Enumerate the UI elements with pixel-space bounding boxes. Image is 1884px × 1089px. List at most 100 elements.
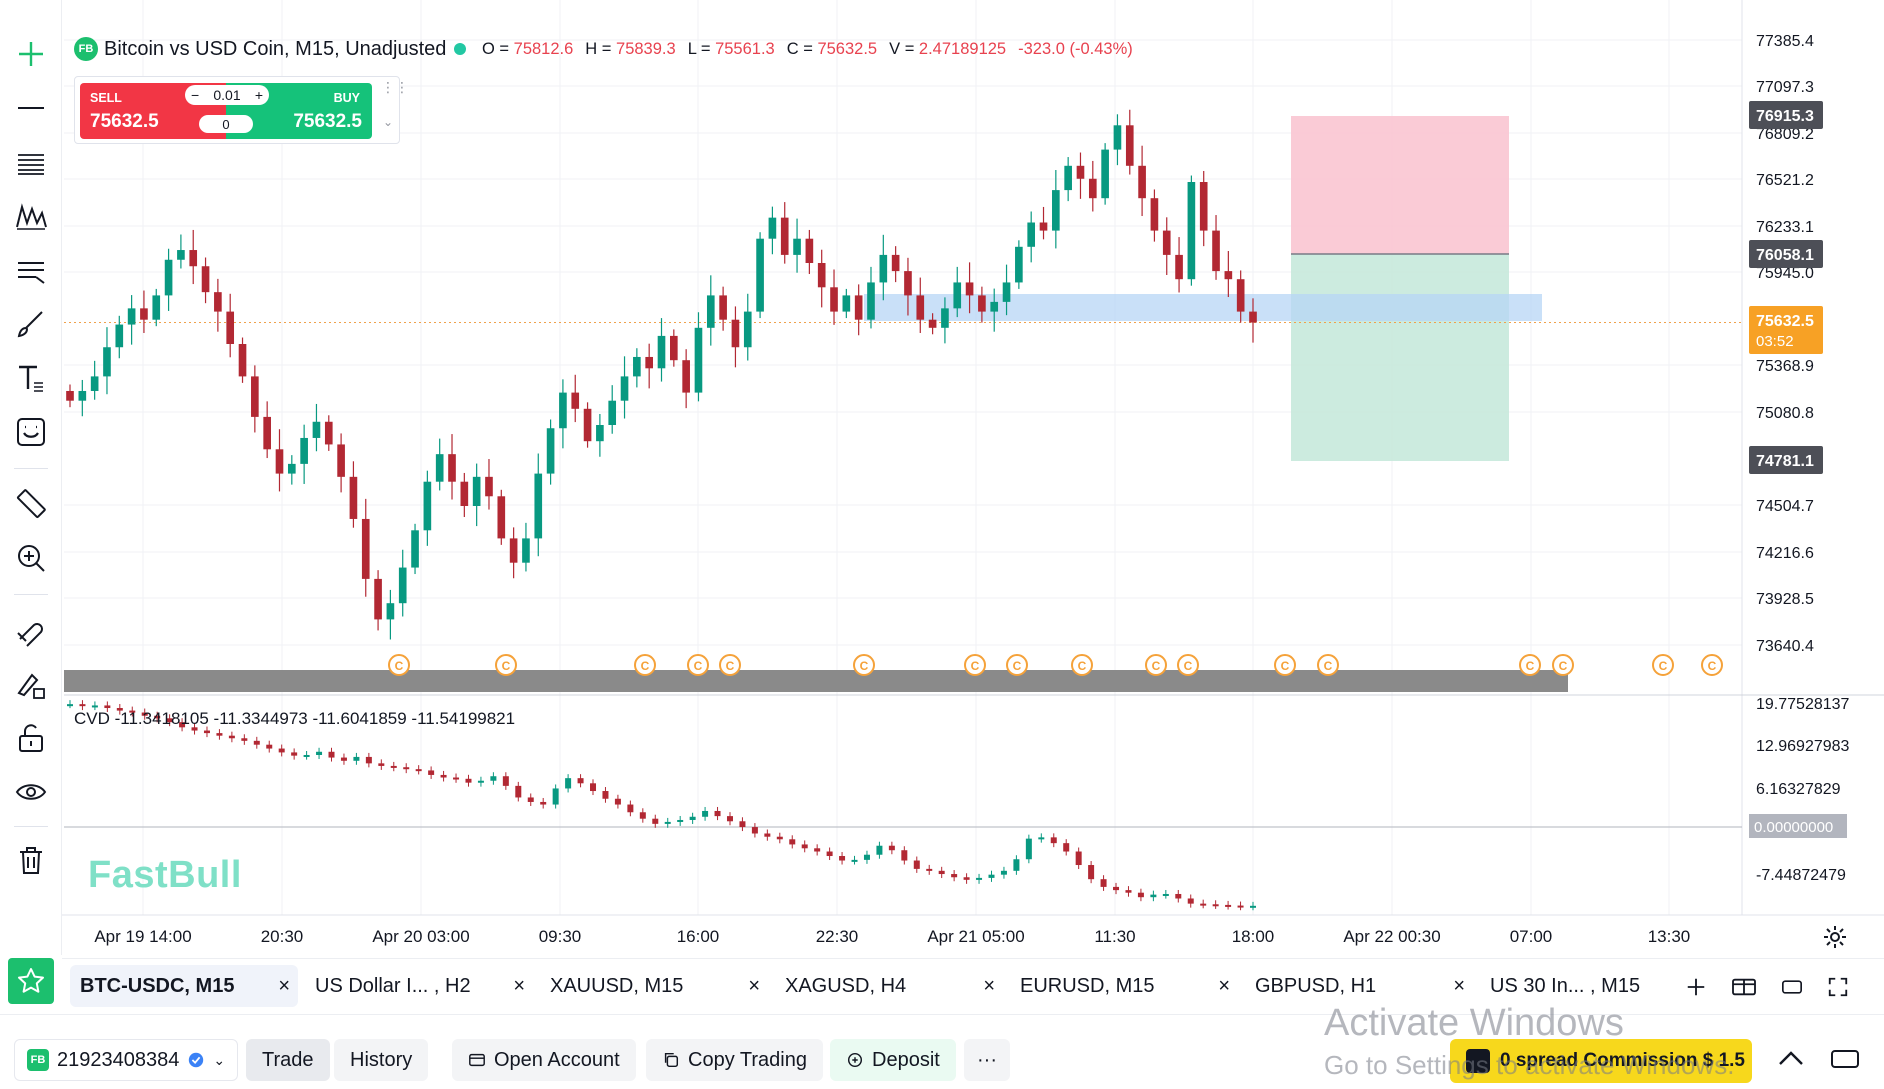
event-marker[interactable]: C <box>1274 654 1296 676</box>
candle <box>953 266 962 318</box>
trade-tab[interactable]: Trade <box>246 1039 330 1081</box>
zoom-in-icon[interactable] <box>11 538 51 578</box>
fib-retracement-icon[interactable] <box>11 142 51 182</box>
ohlc-values: O = 75812.6 H = 75839.3 L = 75561.3 C = 756… <box>482 40 1133 59</box>
event-marker-label: C <box>641 659 650 673</box>
drawing-toolbar <box>0 0 62 955</box>
drag-handle-icon[interactable]: ⋮⋮ <box>381 79 409 95</box>
candle-body <box>201 266 210 293</box>
more-options-button[interactable]: ··· <box>964 1039 1010 1081</box>
event-marker[interactable]: C <box>853 654 875 676</box>
close-tab-icon[interactable]: × <box>278 975 290 997</box>
open-account-button[interactable]: Open Account <box>452 1039 636 1081</box>
account-selector[interactable]: FB 21923408384 ⌄ <box>14 1039 239 1081</box>
pattern-icon[interactable] <box>11 196 51 236</box>
eye-icon[interactable] <box>11 772 51 812</box>
symbol-tab[interactable]: XAGUSD, H4 × <box>775 965 1003 1007</box>
gear-icon[interactable] <box>1822 924 1848 950</box>
price-tick: 76521.2 <box>1756 172 1814 189</box>
symbol-tab[interactable]: GBPUSD, H1 × <box>1245 965 1473 1007</box>
layout-split-icon[interactable] <box>1730 973 1758 1001</box>
event-marker[interactable]: C <box>719 654 741 676</box>
event-marker[interactable]: C <box>1145 654 1167 676</box>
quantity-stepper[interactable]: − 0.01 + <box>185 85 269 105</box>
trash-icon[interactable] <box>11 840 51 880</box>
symbol-tab[interactable]: XAUUSD, M15 × <box>540 965 768 1007</box>
price-axis[interactable]: 77385.4 77097.3 76809.2 76521.2 76233.1 75945… <box>1749 33 1823 655</box>
event-marker[interactable]: C <box>964 654 986 676</box>
increase-qty-button[interactable]: + <box>254 87 263 103</box>
event-marker[interactable]: C <box>1519 654 1541 676</box>
deposit-label: Deposit <box>872 1048 940 1071</box>
candle-body <box>509 538 518 563</box>
ruler-icon[interactable] <box>11 484 51 524</box>
symbol-tab[interactable]: EURUSD, M15 × <box>1010 965 1238 1007</box>
close-tab-icon[interactable]: × <box>1453 975 1465 997</box>
sticker-icon[interactable] <box>11 412 51 452</box>
history-tab[interactable]: History <box>334 1039 429 1081</box>
deposit-button[interactable]: Deposit <box>830 1039 956 1081</box>
symbol-title[interactable]: Bitcoin vs USD Coin, M15, Unadjusted <box>104 37 447 60</box>
candle <box>127 295 136 345</box>
candle-body <box>300 437 308 464</box>
quantity-value[interactable]: 0.01 <box>213 87 241 103</box>
candle <box>1015 240 1023 289</box>
event-marker[interactable]: C <box>495 654 517 676</box>
cvd-bar <box>440 774 447 778</box>
cvd-bar <box>502 776 509 786</box>
candle <box>509 527 518 579</box>
chevron-down-icon[interactable]: ⌄ <box>382 115 393 129</box>
event-marker[interactable]: C <box>687 654 709 676</box>
magnet-icon[interactable] <box>11 610 51 650</box>
event-marker[interactable]: C <box>1071 654 1093 676</box>
event-marker[interactable]: C <box>1006 654 1028 676</box>
candle <box>916 277 925 333</box>
crosshair-icon[interactable] <box>11 34 51 74</box>
symbol-tab-label: US 30 In... , M15 <box>1490 974 1641 997</box>
time-axis[interactable]: Apr 19 14:00 20:30 Apr 20 03:00 09:30 16:00 2… <box>94 927 1690 946</box>
event-marker-circle <box>964 654 986 676</box>
favorite-star-icon[interactable] <box>8 958 54 1004</box>
symbol-tab[interactable]: US 30 In... , M15 <box>1480 965 1708 1007</box>
event-marker[interactable]: C <box>1552 654 1574 676</box>
toolbar-divider <box>14 594 48 595</box>
event-marker-label: C <box>395 659 404 673</box>
position-zones <box>64 116 1742 828</box>
event-marker[interactable]: C <box>1701 654 1723 676</box>
event-marker[interactable]: C <box>1652 654 1674 676</box>
promo-banner[interactable]: 0 spread Commission $ 1.5 <box>1450 1039 1752 1083</box>
event-marker-label: C <box>1184 659 1193 673</box>
ohlc-key: C = <box>786 40 818 58</box>
close-tab-icon[interactable]: × <box>513 975 525 997</box>
symbol-tab[interactable]: US Dollar I... , H2 × <box>305 965 533 1007</box>
event-marker[interactable]: C <box>388 654 410 676</box>
single-layout-icon[interactable] <box>1778 973 1806 1001</box>
unlock-icon[interactable] <box>11 718 51 758</box>
fullscreen-icon[interactable] <box>1824 973 1852 1001</box>
add-tab-icon[interactable] <box>1682 973 1710 1001</box>
brush-icon[interactable] <box>11 304 51 344</box>
close-tab-icon[interactable]: × <box>1218 975 1230 997</box>
event-marker[interactable]: C <box>634 654 656 676</box>
event-marker-circle <box>388 654 410 676</box>
decrease-qty-button[interactable]: − <box>191 87 200 103</box>
minimize-panel-icon[interactable] <box>1830 1048 1860 1070</box>
forecast-icon[interactable] <box>11 250 51 290</box>
cvd-bar <box>179 722 186 728</box>
symbol-tab[interactable]: BTC-USDC, M15 × <box>70 965 298 1007</box>
cvd-bar <box>390 765 397 768</box>
symbol-tab-label: XAUUSD, M15 <box>550 974 684 997</box>
copy-trading-button[interactable]: Copy Trading <box>646 1039 823 1081</box>
candle <box>546 419 555 485</box>
trend-line-icon[interactable] <box>11 88 51 128</box>
text-tool-icon[interactable] <box>11 358 51 398</box>
event-marker[interactable]: C <box>1177 654 1199 676</box>
chevron-up-icon[interactable] <box>1776 1046 1806 1070</box>
event-marker[interactable]: C <box>1317 654 1339 676</box>
close-tab-icon[interactable]: × <box>748 975 760 997</box>
cvd-legend[interactable]: CVD -11.3418105 -11.3344973 -11.6041859 … <box>74 709 516 728</box>
close-tab-icon[interactable]: × <box>983 975 995 997</box>
lock-drawing-icon[interactable] <box>11 664 51 704</box>
